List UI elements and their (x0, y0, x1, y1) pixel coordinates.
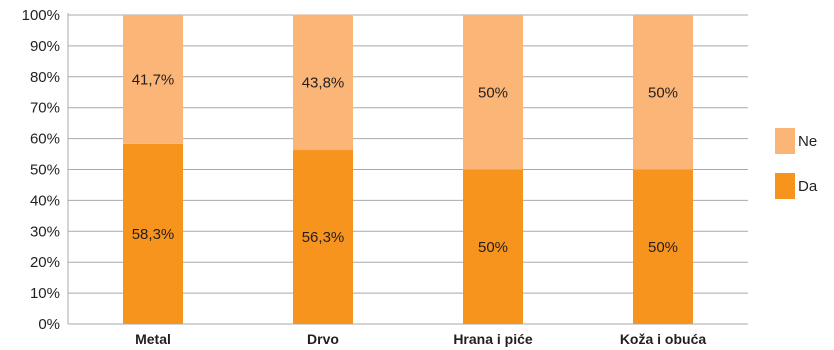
axes (67, 13, 748, 325)
legend: Ne Da (775, 128, 818, 199)
data-label: 50% (648, 84, 678, 101)
data-labels: 58,3% 41,7% 56,3% 43,8% 50% 50% 50% 50% (132, 71, 678, 255)
bar-segment-ne (463, 15, 523, 170)
x-category-labels: Metal Drvo Hrana i piće Koža i obuća (135, 331, 706, 347)
bar-segment-da (293, 150, 353, 324)
y-tick-label: 40% (30, 192, 60, 209)
y-tick-label: 60% (30, 131, 60, 148)
legend-label: Ne (798, 133, 817, 150)
data-label: 50% (478, 239, 508, 256)
bar-segment-ne (633, 15, 693, 170)
data-label: 41,7% (132, 71, 175, 88)
bar-segment-da (633, 169, 693, 324)
x-category-label: Drvo (307, 331, 339, 347)
data-label: 50% (648, 239, 678, 256)
data-label: 56,3% (302, 229, 345, 246)
bar-segment-ne (123, 15, 183, 144)
x-category-label: Metal (135, 331, 171, 347)
bars (123, 14, 693, 324)
y-tick-label: 20% (30, 254, 60, 271)
legend-swatch-da (775, 173, 795, 199)
bar-segment-da (463, 169, 523, 324)
legend-swatch-ne (775, 128, 795, 154)
bar-segment-ne (293, 14, 353, 151)
data-label: 58,3% (132, 226, 175, 243)
y-tick-label: 80% (30, 69, 60, 86)
y-tick-label: 100% (22, 7, 60, 24)
y-tick-label: 0% (38, 316, 60, 333)
y-tick-label: 50% (30, 162, 60, 179)
y-tick-labels: 0% 10% 20% 30% 40% 50% 60% 70% 80% 90% 100% (22, 7, 60, 333)
x-category-label: Koža i obuća (620, 331, 707, 347)
y-tick-label: 70% (30, 100, 60, 117)
legend-label: Da (798, 178, 818, 195)
bar-segment-da (123, 143, 183, 324)
y-tick-label: 10% (30, 285, 60, 302)
y-tick-label: 30% (30, 223, 60, 240)
data-label: 50% (478, 84, 508, 101)
x-category-label: Hrana i piće (453, 331, 533, 347)
y-tick-label: 90% (30, 38, 60, 55)
data-label: 43,8% (302, 74, 345, 91)
